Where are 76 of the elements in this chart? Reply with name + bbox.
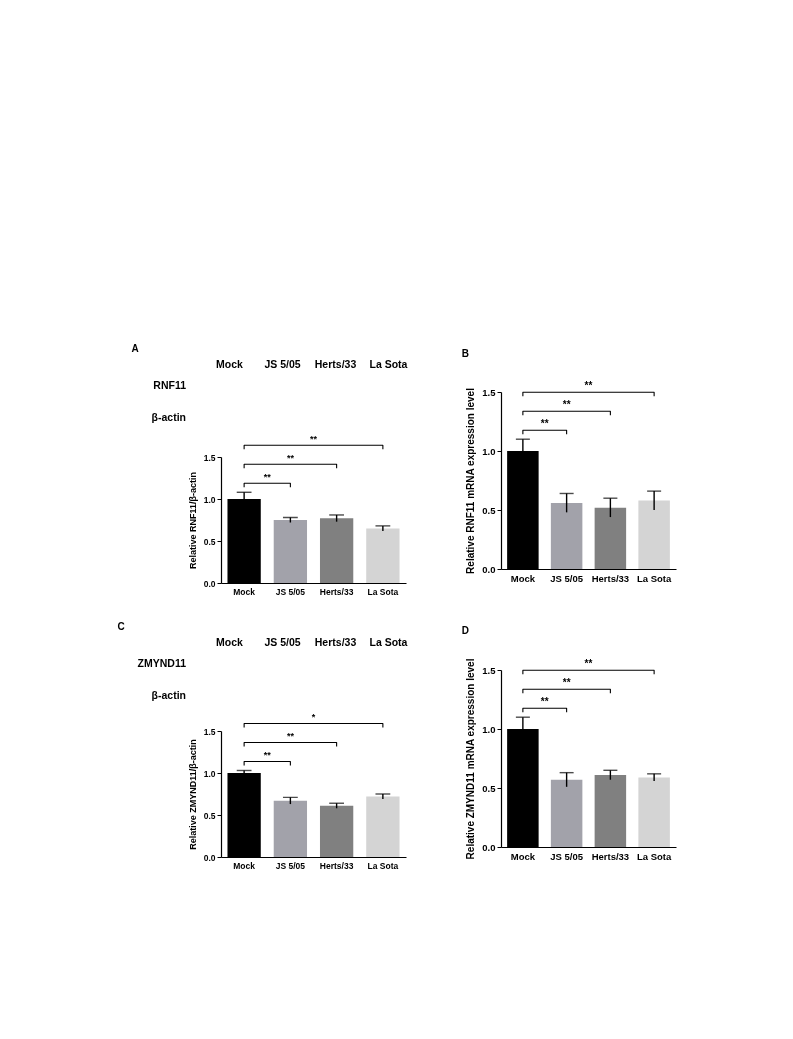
x-tick-label: JS 5/05: [275, 586, 306, 597]
text: **: [309, 434, 318, 445]
x-tick-label: Herts/33: [591, 850, 630, 862]
y-tick-label: 0.5: [203, 810, 216, 821]
text: *: [311, 712, 316, 723]
category-label: RNF11: [153, 379, 186, 391]
category-label: Mock: [216, 636, 244, 648]
y-tick-label: 0.0: [482, 841, 496, 853]
y-tick-label: 1.0: [203, 494, 216, 505]
category-label: JS 5/05: [264, 636, 301, 648]
y-tick-label: 1.0: [482, 445, 496, 457]
x-tick-label: Mock: [233, 860, 256, 871]
x-tick-label: La Sota: [367, 860, 399, 871]
y-tick-label: 0.5: [482, 504, 497, 516]
annotation: **: [562, 677, 571, 689]
text: A: [131, 343, 139, 354]
chart-title: D: [461, 624, 470, 636]
x-tick-label: Herts/33: [319, 860, 354, 871]
category-label: Herts/33: [314, 636, 357, 648]
x-tick-label: JS 5/05: [275, 860, 306, 871]
x-tick-label: La Sota: [636, 572, 672, 584]
category-label: Mock: [216, 358, 244, 370]
x-tick-label: La Sota: [636, 850, 672, 862]
category-label: JS 5/05: [264, 358, 301, 370]
category-label: La Sota: [369, 358, 408, 370]
y-axis-title: Relative RNF11/β-actin: [187, 471, 198, 570]
annotation: **: [263, 750, 272, 761]
bar: [594, 507, 627, 569]
annotation: **: [286, 453, 295, 464]
x-tick-label: JS 5/05: [550, 850, 584, 862]
bar: [319, 805, 354, 857]
bar: [550, 779, 583, 847]
y-tick-label: 0.0: [482, 563, 496, 575]
y-axis-title: Relative ZMYND11 mRNA expression level: [465, 658, 477, 860]
bar: [638, 777, 670, 847]
bar: [366, 796, 400, 857]
y-tick-label: 0.0: [203, 852, 216, 863]
x-tick-label: Mock: [233, 586, 256, 597]
bar: [594, 775, 627, 847]
y-axis-title: Relative RNF11 mRNA expression level: [465, 387, 477, 574]
y-tick-label: 1.5: [203, 726, 216, 737]
chart-title: B: [461, 348, 470, 360]
x-tick-label: JS 5/05: [550, 572, 584, 584]
category-label: Herts/33: [314, 358, 357, 370]
category-label: β-actin: [151, 689, 186, 701]
annotation: **: [540, 696, 549, 708]
x-tick-label: Mock: [510, 850, 536, 862]
y-tick-label: 1.5: [482, 664, 497, 676]
text: **: [584, 380, 593, 392]
y-tick-label: 0.0: [203, 578, 216, 589]
y-tick-label: 0.5: [203, 536, 216, 547]
text: **: [584, 658, 593, 670]
y-tick-label: 0.5: [482, 782, 497, 794]
x-tick-label: Herts/33: [319, 586, 354, 597]
x-tick-label: La Sota: [367, 586, 399, 597]
annotation: **: [562, 399, 571, 411]
annotation: **: [540, 418, 549, 430]
bar: [273, 800, 308, 857]
bar: [273, 520, 308, 583]
text: C: [117, 621, 125, 632]
bar: [366, 528, 400, 583]
bar: [550, 502, 583, 569]
category-label: ZMYND11: [137, 657, 186, 669]
x-tick-label: Herts/33: [591, 572, 630, 584]
bar: [319, 518, 354, 583]
y-tick-label: 1.0: [482, 723, 496, 735]
bar: [638, 500, 670, 569]
category-label: β-actin: [151, 411, 186, 423]
category-label: La Sota: [369, 636, 408, 648]
annotation: **: [286, 731, 295, 742]
y-tick-label: 1.0: [203, 768, 216, 779]
y-tick-label: 1.5: [203, 452, 216, 463]
y-tick-label: 1.5: [482, 386, 497, 398]
annotation: **: [263, 472, 272, 483]
x-tick-label: Mock: [510, 572, 536, 584]
y-axis-title: Relative ZMYND11/β-actin: [187, 739, 198, 850]
